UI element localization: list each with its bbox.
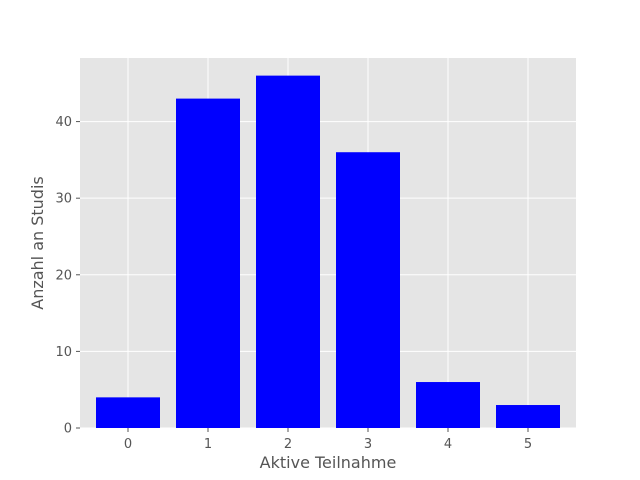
y-axis-label: Anzahl an Studis [28,176,47,310]
x-tick-label: 1 [204,437,212,452]
bar-3 [336,152,400,428]
x-tick-label: 2 [284,437,292,452]
x-tick-label: 0 [124,437,132,452]
y-tick-label: 20 [55,268,72,283]
y-tick-label: 0 [64,422,72,437]
x-tick-label: 5 [524,437,532,452]
x-tick-label: 3 [364,437,372,452]
bar-1 [176,98,240,429]
x-axis-label: Aktive Teilnahme [260,453,397,472]
bar-0 [96,397,160,428]
bar-5 [496,405,560,428]
bars [96,75,560,429]
y-tick-label: 10 [55,345,72,360]
bar-4 [416,382,480,428]
x-tick-label: 4 [444,437,452,452]
plot-area [80,58,576,428]
bar-2 [256,75,320,428]
y-tick-label: 40 [55,115,72,130]
y-tick-label: 30 [55,192,72,207]
axis-ticks: 0 1 2 3 4 5 0 10 20 30 40 [55,115,532,452]
